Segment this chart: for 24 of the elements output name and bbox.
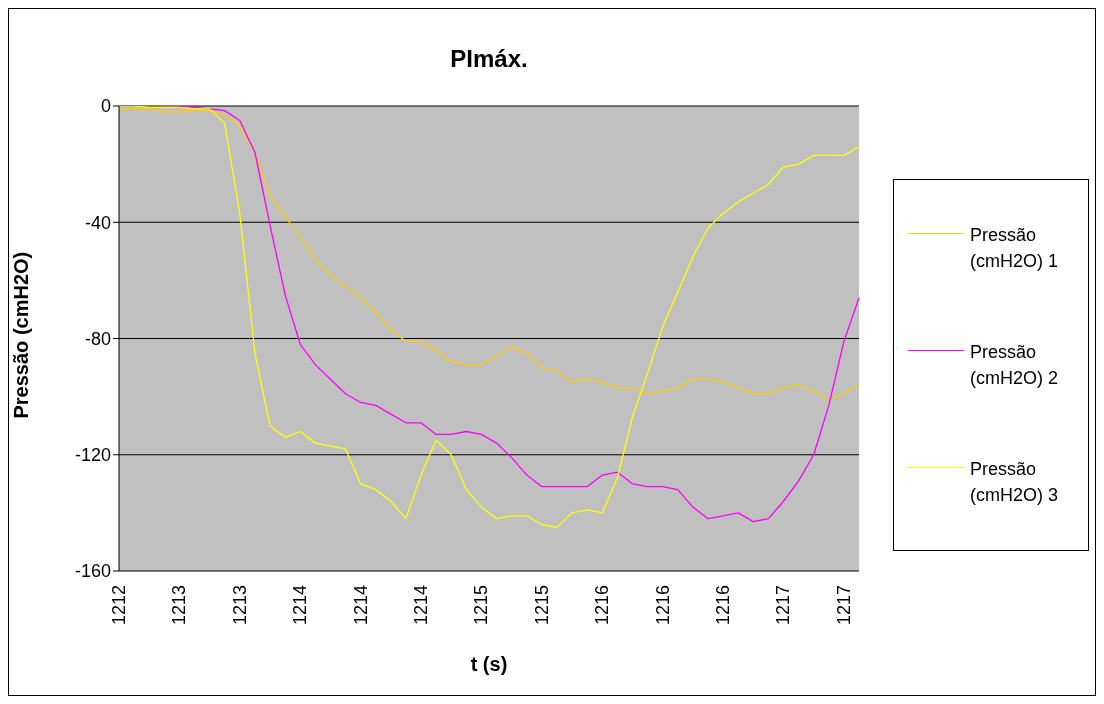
x-tick-label: 1217 (773, 585, 794, 626)
x-tick-label: 1217 (833, 585, 854, 626)
legend-label: Pressão (cmH2O) 1 (970, 224, 1059, 274)
y-axis-title: Pressão (cmH2O) (10, 251, 33, 419)
y-tick-label: -40 (84, 212, 111, 233)
x-tick-label: 1215 (471, 585, 492, 626)
x-tick-label: 1216 (713, 585, 734, 626)
x-tick-label: 1214 (350, 585, 371, 626)
y-tick-label: -120 (74, 445, 111, 466)
chart-title: PImáx. (449, 45, 529, 73)
x-tick-label: 1215 (531, 585, 552, 626)
x-tick-label: 1216 (652, 585, 673, 626)
x-tick-label: 1214 (290, 585, 311, 626)
x-tick-label: 1214 (411, 585, 432, 626)
x-axis-title: t (s) (470, 653, 508, 675)
legend-label: Pressão (cmH2O) 2 (970, 341, 1059, 390)
y-tick-label: -160 (74, 561, 111, 582)
x-tick-label: 1216 (592, 585, 613, 626)
legend-label: Pressão (cmH2O) 3 (970, 457, 1059, 507)
x-tick-label: 1212 (109, 585, 129, 626)
x-tick-label: 1213 (169, 585, 190, 626)
y-tick-label: -80 (84, 328, 111, 349)
x-tick-label: 1213 (229, 585, 250, 626)
y-tick-label: 0 (100, 96, 111, 117)
